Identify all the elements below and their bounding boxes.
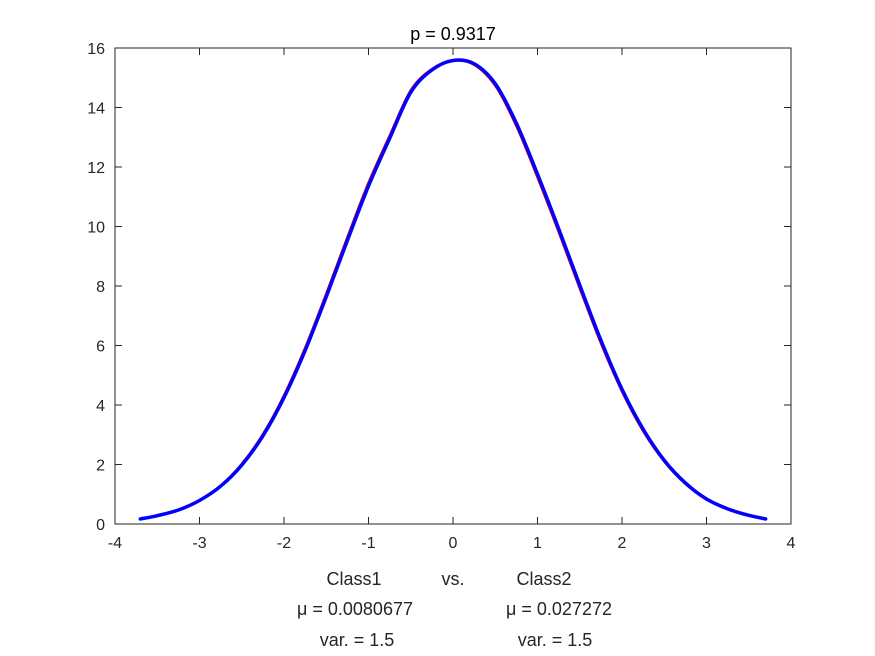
- x-tick-label: -3: [192, 535, 206, 552]
- x-tick-label: 4: [787, 535, 796, 552]
- y-tick-label: 10: [87, 220, 105, 237]
- y-tick-labels: 0 2 4 6 8 10 12 14 16: [87, 41, 105, 534]
- series-line-2: [138, 58, 768, 521]
- x-axis-label: Class1 vs. Class2 μ = 0.0080677 μ = 0.02…: [297, 569, 612, 650]
- y-tick-label: 0: [96, 517, 105, 534]
- y-tick-label: 14: [87, 101, 105, 118]
- y-tick-label: 16: [87, 41, 105, 58]
- xlabel-vs: vs.: [441, 569, 464, 589]
- y-tick-label: 4: [96, 398, 105, 415]
- axis-ticks: [114, 47, 792, 525]
- xlabel-var2: var. = 1.5: [518, 630, 593, 650]
- y-tick-label: 6: [96, 339, 105, 356]
- xlabel-class2: Class2: [516, 569, 571, 589]
- xlabel-class1: Class1: [326, 569, 381, 589]
- plot-area: [114, 47, 792, 525]
- xlabel-var1: var. = 1.5: [320, 630, 395, 650]
- series-lines: [138, 58, 768, 521]
- x-tick-label: -4: [108, 535, 122, 552]
- x-tick-label: -2: [277, 535, 291, 552]
- x-tick-labels: -4 -3 -2 -1 0 1 2 3 4: [108, 535, 796, 552]
- chart-title: p = 0.9317: [410, 24, 496, 44]
- x-tick-label: 3: [702, 535, 711, 552]
- xlabel-mu1: μ = 0.0080677: [297, 599, 413, 619]
- y-tick-label: 8: [96, 279, 105, 296]
- x-tick-label: 2: [618, 535, 627, 552]
- y-tick-label: 12: [87, 160, 105, 177]
- y-tick-label: 2: [96, 458, 105, 475]
- x-tick-label: -1: [361, 535, 375, 552]
- xlabel-mu2: μ = 0.027272: [506, 599, 612, 619]
- x-tick-label: 1: [533, 535, 542, 552]
- x-tick-label: 0: [449, 535, 458, 552]
